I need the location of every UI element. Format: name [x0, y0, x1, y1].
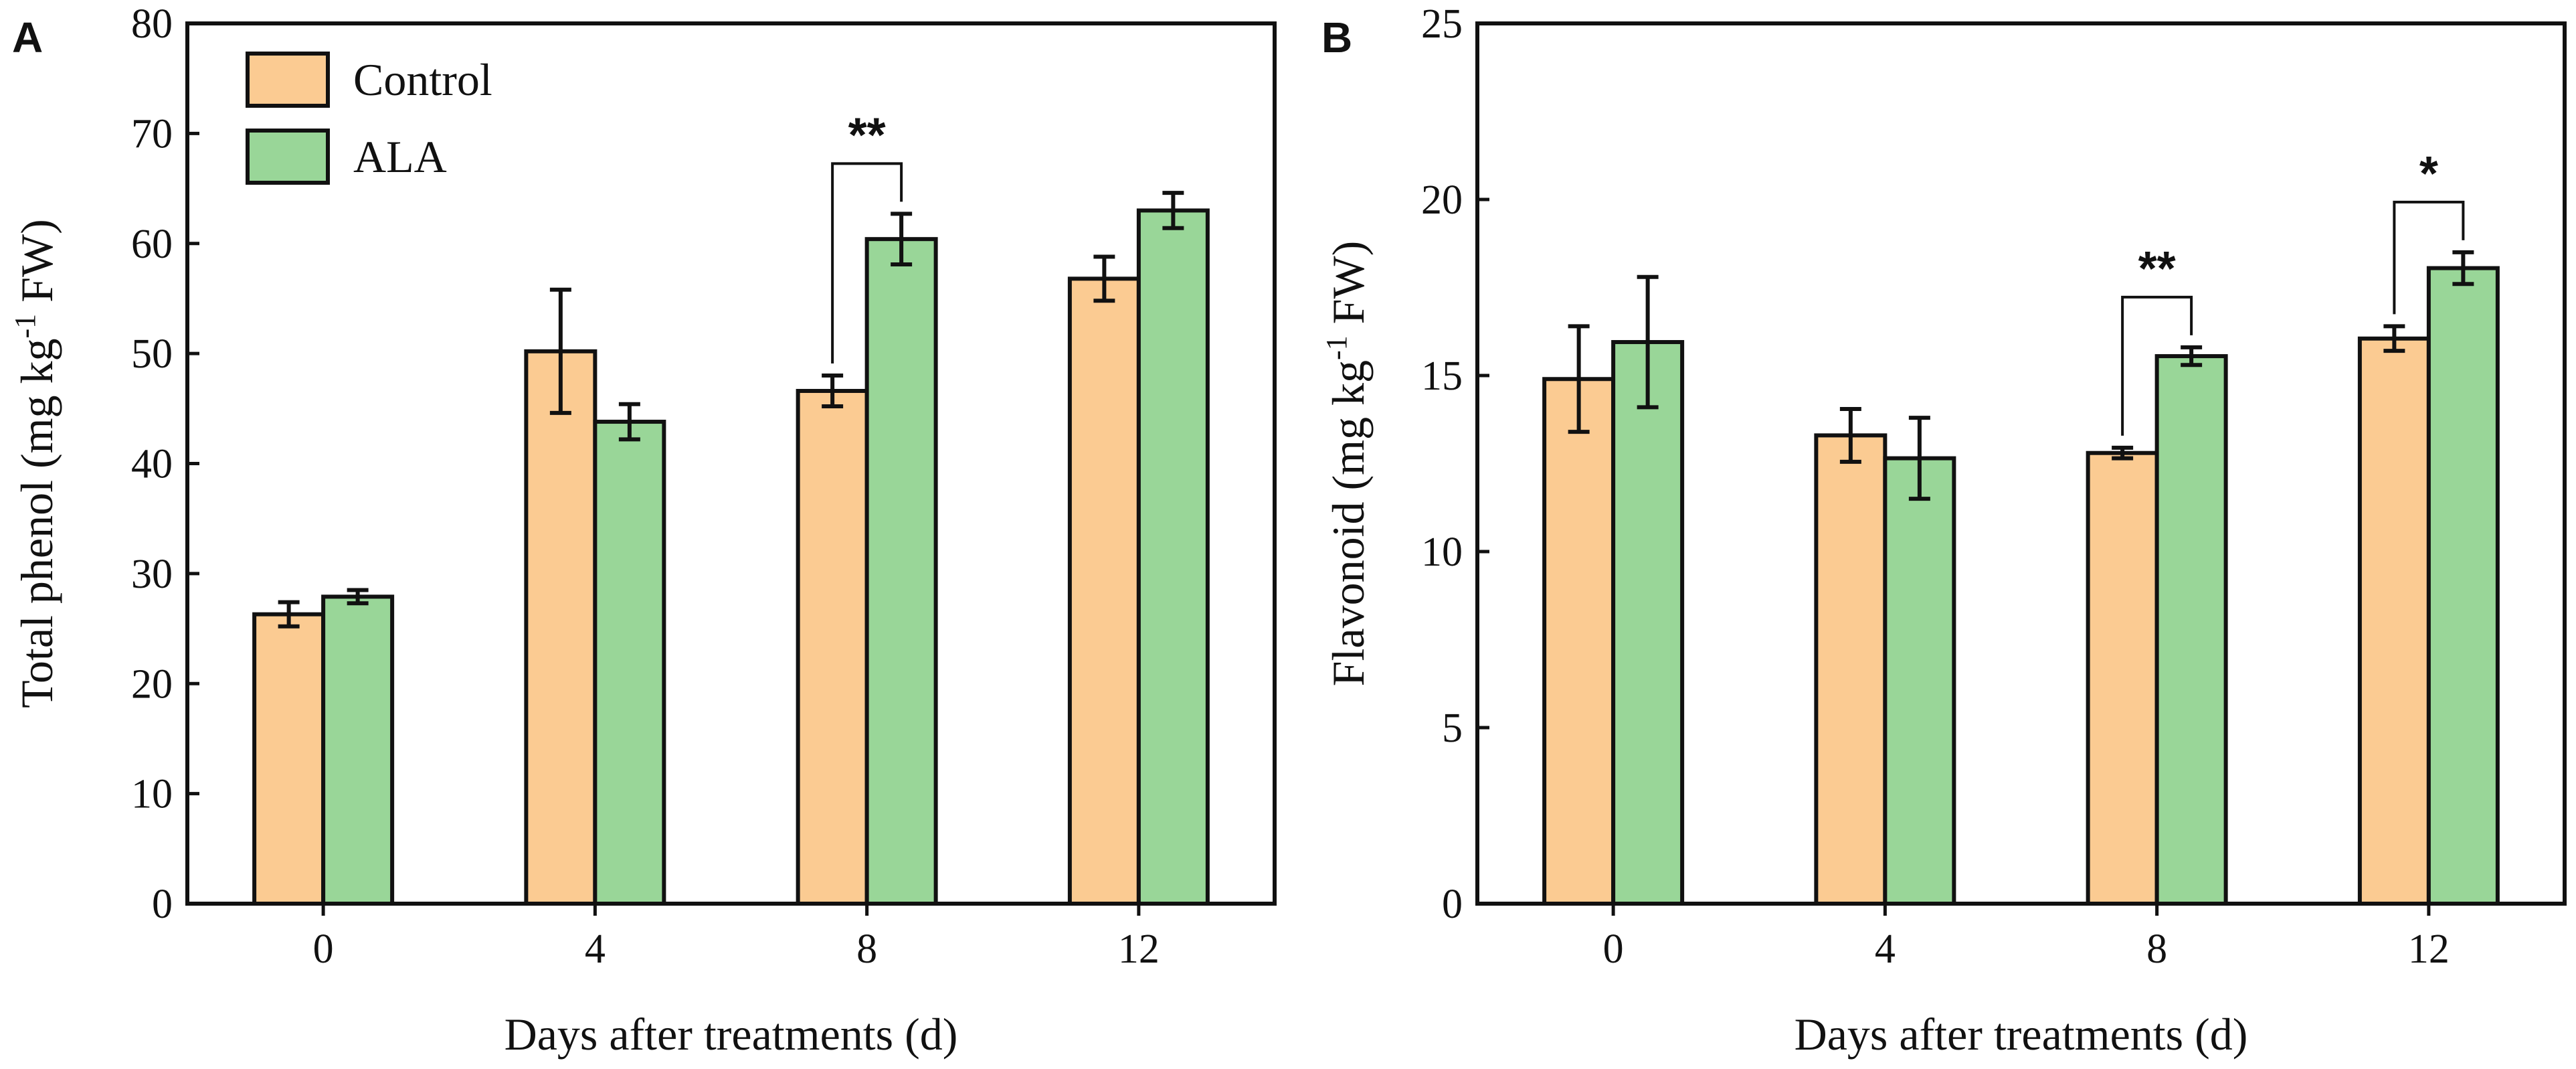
x-tick-label: 0 [313, 926, 334, 972]
error-bar-control-day-0 [1568, 324, 1590, 434]
plot-frame [1475, 21, 2567, 906]
y-axis-title-superscript: -1 [1320, 335, 1353, 360]
error-bar-control-day-8 [822, 374, 844, 409]
x-tick-label: 8 [2146, 926, 2167, 972]
y-tick-label: 25 [1421, 1, 1463, 47]
x-axis: 0 4 8 12 [313, 904, 1160, 972]
significance-label: ** [2138, 242, 2176, 296]
legend: Control ALA [246, 52, 492, 185]
x-axis-title: Days after treatments (d) [1795, 1009, 2248, 1060]
error-bar-ala-day-12 [1162, 191, 1184, 230]
bar-control-day-12 [2357, 336, 2431, 906]
error-bar-control-day-12 [1093, 254, 1115, 303]
y-axis-title-main: Total phenol (mg kg [11, 338, 62, 708]
y-tick-label: 5 [1442, 706, 1463, 751]
bar-control-day-12 [1067, 276, 1141, 906]
legend-label-ala: ALA [353, 131, 447, 182]
significance-bracket-line [831, 162, 903, 363]
bar-ala-day-12 [2426, 266, 2500, 906]
y-tick-label: 60 [131, 222, 173, 267]
significance-bracket-day-8: ** [2121, 242, 2193, 436]
x-tick-label: 4 [1875, 926, 1896, 972]
y-tick-label: 80 [131, 1, 173, 47]
significance-bracket-line [2121, 295, 2193, 436]
panel-a: A ** 0 10 20 30 40 50 60 70 80 0 4 8 12 Days after trea… [9, 1, 1277, 1060]
error-bar-control-day-4 [549, 287, 571, 415]
legend-swatch-ala [246, 129, 330, 185]
y-tick-label: 70 [131, 111, 173, 157]
error-bar-ala-day-0 [1637, 274, 1659, 410]
y-tick-label: 15 [1421, 353, 1463, 399]
error-bar-ala-day-4 [1908, 416, 1930, 501]
bar-control-day-8 [796, 389, 869, 906]
error-bar-control-day-0 [278, 600, 300, 629]
legend-swatch-control [246, 52, 330, 108]
y-axis-title: Flavonoid (mg kg-1 FW) [1320, 241, 1374, 687]
y-axis-title-tail: FW) [11, 219, 62, 314]
bar-ala-day-12 [1136, 208, 1210, 906]
bar-control-day-4 [1814, 433, 1888, 906]
x-axis: 0 4 8 12 [1603, 904, 2450, 972]
y-axis-title-main: Flavonoid (mg kg [1323, 360, 1374, 686]
y-tick-label: 20 [131, 661, 173, 707]
y-tick-label: 0 [1442, 882, 1463, 927]
y-axis-title: Total phenol (mg kg-1 FW) [9, 219, 62, 708]
y-axis-title-tail: FW) [1323, 241, 1374, 336]
x-tick-label: 12 [2408, 926, 2450, 972]
x-tick-label: 12 [1118, 926, 1160, 972]
bar-ala-day-4 [593, 420, 666, 906]
x-axis-title: Days after treatments (d) [504, 1009, 958, 1060]
y-tick-label: 30 [131, 552, 173, 597]
y-tick-label: 20 [1421, 177, 1463, 223]
bar-control-day-0 [1542, 377, 1616, 906]
bar-ala-day-0 [321, 594, 395, 906]
significance-label: ** [848, 108, 886, 162]
error-bar-control-day-4 [1839, 406, 1861, 464]
y-tick-label: 50 [131, 331, 173, 377]
error-bar-ala-day-12 [2452, 250, 2474, 286]
y-tick-label: 40 [131, 442, 173, 487]
error-bar-ala-day-8 [2181, 345, 2203, 367]
error-bar-ala-day-4 [618, 402, 640, 442]
bar-ala-day-4 [1883, 456, 1956, 906]
panel-letter: B [1321, 13, 1352, 62]
significance-label: * [2419, 147, 2438, 201]
significance-bracket-day-12: * [2393, 147, 2465, 315]
bar-control-day-0 [252, 612, 326, 906]
x-tick-label: 0 [1603, 926, 1624, 972]
x-tick-label: 8 [856, 926, 877, 972]
bar-ala-day-8 [2154, 354, 2228, 906]
y-axis: 0 5 10 15 20 25 [1421, 1, 1489, 927]
significance-bracket-day-8: ** [831, 108, 903, 363]
error-bar-ala-day-8 [891, 212, 913, 266]
y-tick-label: 10 [1421, 529, 1463, 575]
error-bar-control-day-12 [2383, 324, 2405, 353]
panel-letter: A [12, 13, 43, 62]
bar-ala-day-8 [864, 237, 938, 906]
bar-control-day-4 [524, 349, 597, 906]
bar-ala-day-0 [1611, 340, 1685, 906]
legend-label-control: Control [353, 54, 492, 105]
y-axis-title-superscript: -1 [9, 314, 41, 339]
y-tick-label: 0 [152, 882, 173, 927]
error-bar-ala-day-0 [347, 588, 369, 606]
bar-control-day-8 [2086, 450, 2159, 906]
significance-bracket-line [2393, 200, 2465, 315]
y-tick-label: 10 [131, 772, 173, 817]
x-tick-label: 4 [585, 926, 606, 972]
y-axis: 0 10 20 30 40 50 60 70 80 [131, 1, 199, 927]
error-bar-control-day-8 [2112, 445, 2134, 461]
